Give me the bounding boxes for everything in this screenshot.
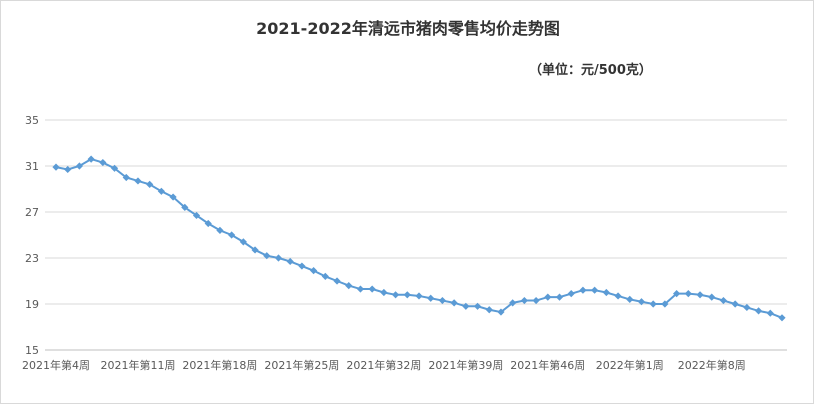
series-layer bbox=[52, 155, 786, 322]
x-tick-label: 2022年第1周 bbox=[596, 358, 664, 372]
data-point bbox=[169, 193, 177, 201]
data-point bbox=[380, 288, 388, 297]
data-point bbox=[509, 299, 517, 307]
data-point bbox=[450, 299, 458, 307]
data-point bbox=[649, 300, 657, 308]
data-point bbox=[754, 307, 763, 315]
x-tick-label: 2021年第39周 bbox=[428, 358, 503, 372]
y-axis-ticks: 15 19 23 27 31 35 bbox=[25, 114, 39, 357]
data-point bbox=[110, 164, 119, 172]
data-point bbox=[415, 292, 423, 300]
y-tick-label: 27 bbox=[25, 206, 39, 219]
data-point bbox=[64, 165, 72, 174]
data-point bbox=[239, 238, 247, 246]
data-point bbox=[684, 290, 692, 298]
data-point bbox=[673, 290, 681, 298]
data-point bbox=[134, 177, 142, 185]
data-point bbox=[661, 300, 669, 308]
y-tick-label: 15 bbox=[25, 344, 39, 357]
data-point bbox=[614, 292, 622, 300]
y-tick-label: 19 bbox=[25, 298, 39, 311]
data-point bbox=[181, 203, 189, 211]
data-point bbox=[520, 296, 528, 305]
y-tick-label: 31 bbox=[25, 160, 39, 173]
data-point bbox=[778, 314, 786, 322]
data-point bbox=[333, 277, 341, 285]
data-point bbox=[591, 286, 599, 294]
data-point bbox=[567, 290, 575, 298]
data-point bbox=[462, 302, 470, 310]
data-point bbox=[204, 219, 212, 228]
x-tick-label: 2021年第46周 bbox=[510, 358, 585, 372]
data-point bbox=[743, 303, 751, 312]
data-point bbox=[719, 296, 728, 305]
data-point bbox=[708, 293, 716, 301]
gridlines bbox=[45, 119, 787, 351]
data-point bbox=[310, 267, 318, 275]
x-tick-label: 2022年第8周 bbox=[678, 358, 746, 372]
data-point bbox=[438, 296, 447, 305]
data-point bbox=[192, 211, 201, 220]
data-point bbox=[391, 291, 400, 299]
data-point bbox=[75, 162, 84, 170]
y-tick-label: 35 bbox=[25, 114, 39, 127]
data-point bbox=[216, 226, 224, 234]
data-point bbox=[87, 155, 95, 163]
data-point bbox=[99, 158, 107, 167]
data-point bbox=[626, 295, 634, 303]
data-point bbox=[473, 302, 482, 310]
x-tick-label: 2021年第11周 bbox=[100, 358, 175, 372]
data-point bbox=[298, 262, 306, 270]
data-point bbox=[579, 286, 587, 294]
data-point bbox=[731, 300, 739, 308]
x-tick-label: 2021年第18周 bbox=[182, 358, 257, 372]
data-point bbox=[274, 254, 283, 262]
data-point bbox=[544, 293, 552, 301]
data-point bbox=[263, 252, 271, 260]
data-point bbox=[602, 288, 610, 297]
data-point bbox=[286, 257, 294, 266]
data-point bbox=[485, 306, 493, 314]
data-point bbox=[637, 298, 646, 306]
x-axis-ticks: 2021年第4周 2021年第11周 2021年第18周 2021年第25周 2021年… bbox=[22, 358, 746, 372]
x-tick-label: 2021年第4周 bbox=[22, 358, 90, 372]
y-tick-label: 23 bbox=[25, 252, 39, 265]
data-point bbox=[532, 296, 540, 305]
data-point bbox=[52, 163, 60, 171]
chart-title: 2021-2022年清远市猪肉零售均价走势图 bbox=[256, 19, 560, 38]
data-point bbox=[555, 293, 564, 301]
data-point bbox=[766, 309, 774, 317]
data-point bbox=[345, 282, 353, 290]
data-point bbox=[228, 231, 236, 239]
data-point bbox=[696, 291, 704, 299]
data-point bbox=[321, 272, 329, 280]
data-point bbox=[146, 180, 154, 188]
data-point bbox=[356, 285, 365, 293]
data-point bbox=[427, 294, 435, 302]
data-point bbox=[122, 173, 130, 182]
data-point bbox=[403, 291, 411, 299]
data-point bbox=[157, 187, 165, 195]
data-point bbox=[497, 308, 505, 316]
data-point bbox=[368, 285, 376, 293]
x-tick-label: 2021年第32周 bbox=[346, 358, 421, 372]
x-tick-label: 2021年第25周 bbox=[264, 358, 339, 372]
chart-subtitle: （单位：元/500克） bbox=[529, 63, 652, 78]
